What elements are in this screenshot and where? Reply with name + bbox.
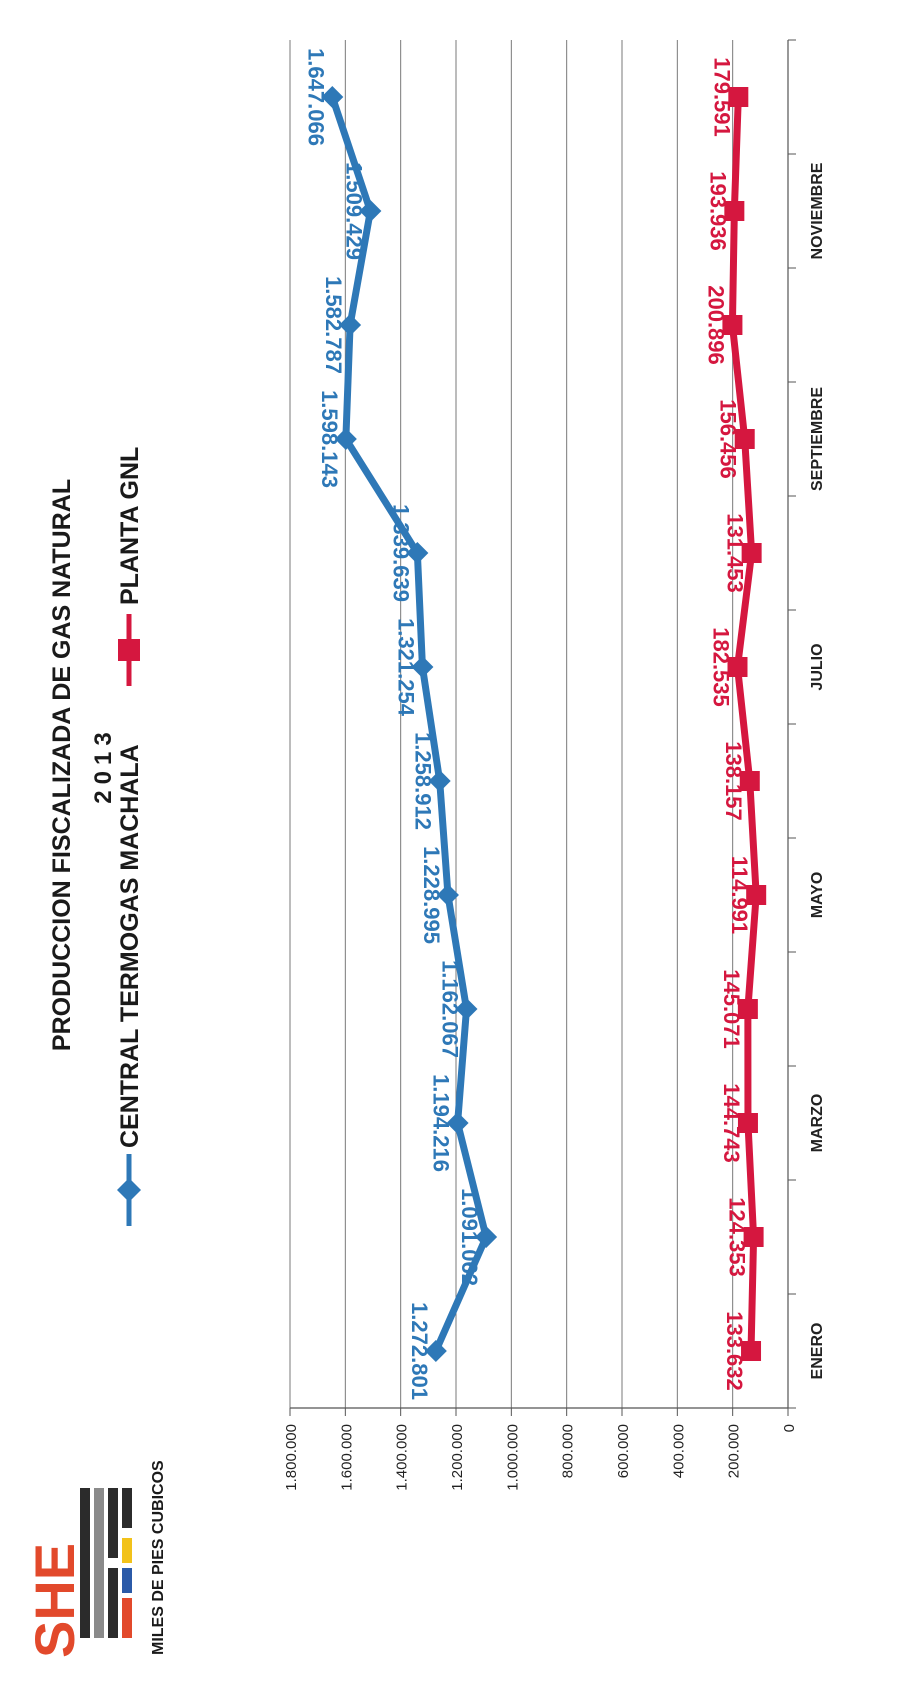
data-point-diamond xyxy=(428,770,451,792)
data-label: 200.896 xyxy=(703,285,728,365)
data-point-diamond xyxy=(406,542,429,564)
data-point-square xyxy=(741,543,762,563)
data-label: 1.582.787 xyxy=(321,276,346,374)
axes: 0 200.000 400.000 600.000 800.000 1.000.000 1.… xyxy=(283,39,826,1491)
data-point-square xyxy=(737,1113,758,1133)
y-tick-label: 400.000 xyxy=(670,1424,687,1478)
y-tick-label: 600.000 xyxy=(615,1424,632,1478)
data-label: 1.647.066 xyxy=(303,48,328,146)
x-tick-label: MAYO xyxy=(809,872,826,919)
data-point-square xyxy=(728,87,749,107)
data-point-square xyxy=(746,885,767,905)
data-point-diamond xyxy=(475,1226,498,1248)
data-point-square xyxy=(743,1227,764,1247)
data-label: 144.743 xyxy=(719,1083,744,1163)
data-label: 114.991 xyxy=(727,856,752,934)
data-label: 182.535 xyxy=(708,627,733,707)
she-logo: SHE xyxy=(23,1488,132,1658)
x-tick-label: JULIO xyxy=(809,643,826,690)
data-point-square xyxy=(737,999,758,1019)
legend-marker-gnl xyxy=(118,614,140,686)
data-point-square xyxy=(739,771,760,791)
y-tick-label: 1.800.000 xyxy=(283,1424,300,1491)
data-label: 1.162.067 xyxy=(437,960,462,1058)
y-tick-label: 1.000.000 xyxy=(504,1424,521,1491)
y-tick-label: 200.000 xyxy=(726,1424,743,1478)
data-label: 131.453 xyxy=(723,513,748,593)
data-point-square xyxy=(741,1341,762,1361)
data-point-diamond xyxy=(455,998,478,1020)
data-point-diamond xyxy=(424,1340,447,1362)
data-point-diamond xyxy=(339,314,362,336)
data-label: 193.936 xyxy=(705,171,730,251)
data-label: 138.157 xyxy=(721,741,746,821)
y-tick-label: 0 xyxy=(781,1424,798,1432)
data-point-diamond xyxy=(334,428,357,450)
data-label: 1.228.995 xyxy=(419,846,444,944)
data-label: 1.598.143 xyxy=(317,390,342,488)
data-label: 1.509.429 xyxy=(341,162,366,260)
series xyxy=(321,86,767,1362)
data-label: 145.071 xyxy=(719,969,744,1049)
data-point-square xyxy=(727,657,748,677)
y-tick-label: 1.400.000 xyxy=(394,1424,411,1491)
data-label: 1.272.801 xyxy=(407,1302,432,1400)
x-tick-label: NOVIEMBRE xyxy=(809,162,826,259)
y-tick-label: 800.000 xyxy=(560,1424,577,1478)
y-tick-label: 1.600.000 xyxy=(338,1424,355,1491)
data-label: 1.321.254 xyxy=(393,618,418,717)
data-point-square xyxy=(734,429,755,449)
data-point-diamond xyxy=(446,1112,469,1134)
x-tick-label: ENERO xyxy=(809,1323,826,1380)
data-label: 1.091.062 xyxy=(457,1188,482,1286)
data-point-diamond xyxy=(436,884,459,906)
data-point-diamond xyxy=(359,200,382,222)
data-point-square xyxy=(722,315,743,335)
data-point-diamond xyxy=(411,656,434,678)
x-tick-label: SEPTIEMBRE xyxy=(809,387,826,491)
data-point-diamond xyxy=(321,86,344,108)
data-label: 1.258.912 xyxy=(411,732,436,830)
data-point-square xyxy=(724,201,745,221)
series-line xyxy=(728,93,760,1355)
legend-marker-termogas xyxy=(117,1154,141,1226)
series-line xyxy=(328,93,490,1355)
logo-text: SHE xyxy=(23,1543,86,1658)
data-label: 1.339.639 xyxy=(388,504,413,602)
data-label: 1.194.216 xyxy=(429,1074,454,1172)
y-tick-label: 1.200.000 xyxy=(449,1424,466,1491)
data-label: 124.353 xyxy=(725,1197,750,1277)
data-label: 133.632 xyxy=(722,1311,747,1391)
data-label: 156.456 xyxy=(716,399,741,479)
data-label: 179.591 xyxy=(709,57,734,137)
x-tick-label: MARZO xyxy=(809,1094,826,1153)
